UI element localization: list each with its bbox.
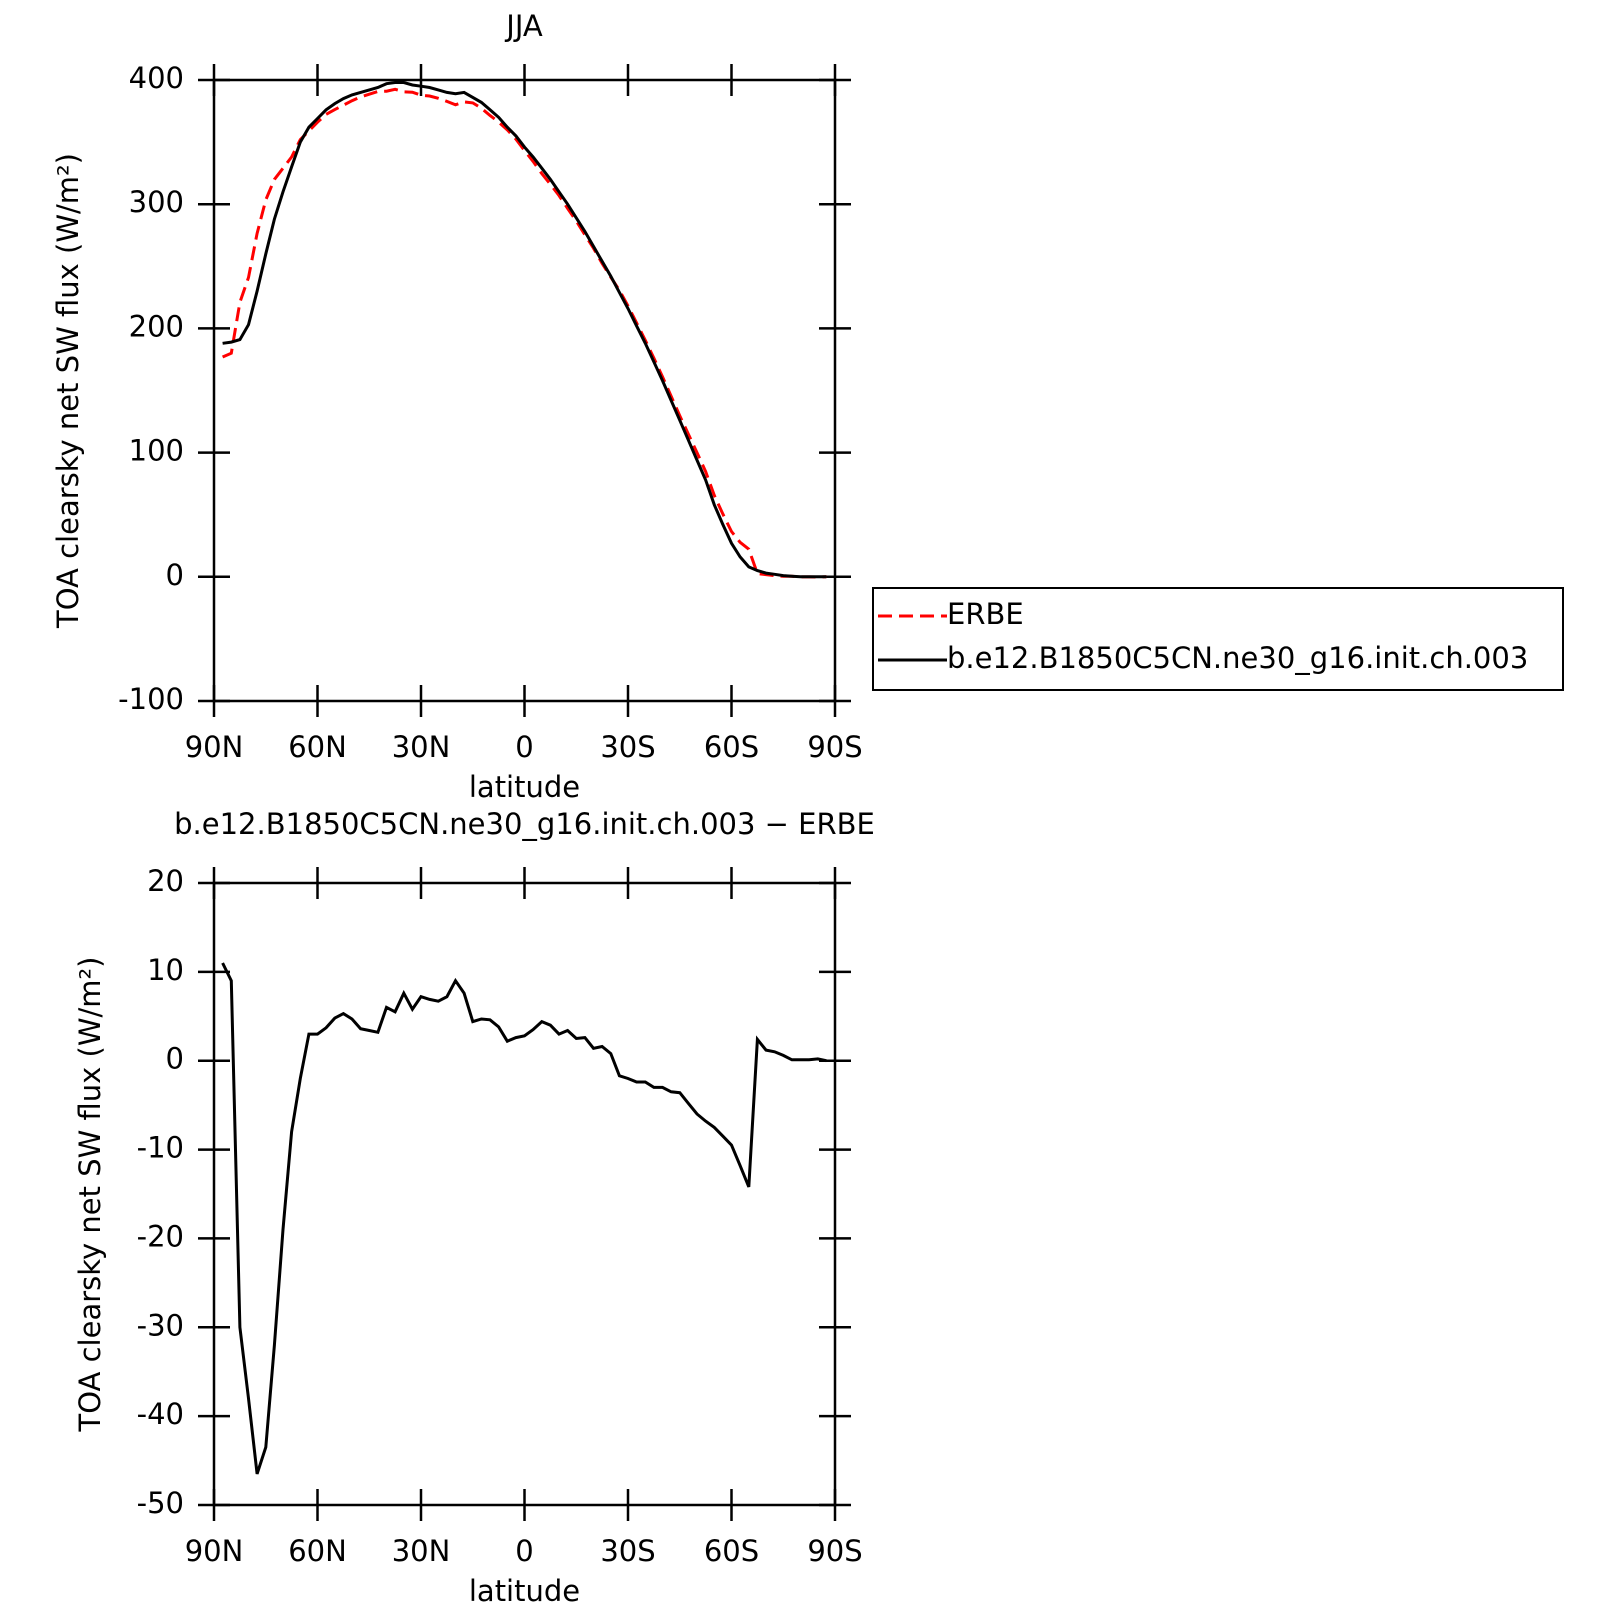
y-tick-label: 200: [129, 309, 184, 343]
y-tick-label: 300: [129, 185, 184, 219]
x-tick-label: 90N: [185, 730, 244, 764]
y-tick-label: -100: [118, 682, 184, 716]
data-line: [222, 81, 827, 579]
y-tick-label: -50: [137, 1486, 184, 1520]
x-tick-label: 30S: [600, 1534, 655, 1568]
y-tick-label: 20: [147, 864, 184, 898]
y-tick-label: 10: [147, 953, 184, 987]
plot-frame: [212, 78, 837, 703]
legend-label: b.e12.B1850C5CN.ne30_g16.init.ch.003: [947, 641, 1528, 675]
x-tick-label: 60N: [288, 1534, 347, 1568]
data-line: [221, 962, 827, 1475]
x-tick-label: 60S: [704, 730, 759, 764]
x-axis-label: latitude: [469, 1574, 580, 1608]
y-axis-label: TOA clearsky net SW flux (W/m²): [73, 957, 107, 1433]
y-tick-label: -20: [137, 1219, 184, 1253]
data-line: [221, 87, 827, 579]
x-tick-label: 0: [515, 1534, 533, 1568]
plot-frame: [212, 881, 837, 1507]
x-tick-label: 90N: [185, 1534, 244, 1568]
legend-label: ERBE: [947, 597, 1024, 631]
y-axis-label: TOA clearsky net SW flux (W/m²): [51, 153, 85, 629]
x-tick-label: 30N: [392, 1534, 451, 1568]
chart-title: b.e12.B1850C5CN.ne30_g16.init.ch.003 − E…: [174, 807, 875, 841]
x-tick-label: 60S: [704, 1534, 759, 1568]
y-tick-label: -10: [137, 1131, 184, 1165]
x-axis-label: latitude: [469, 770, 580, 804]
y-tick-label: 100: [129, 434, 184, 468]
x-tick-label: 90S: [807, 730, 862, 764]
y-tick-label: 0: [166, 1042, 184, 1076]
x-tick-label: 0: [515, 730, 533, 764]
x-tick-label: 30S: [600, 730, 655, 764]
y-tick-label: 0: [166, 558, 184, 592]
chart-title: JJA: [504, 9, 543, 43]
y-tick-label: -40: [137, 1397, 184, 1431]
x-tick-label: 90S: [807, 1534, 862, 1568]
x-tick-label: 60N: [288, 730, 347, 764]
y-tick-label: -30: [137, 1308, 184, 1342]
y-tick-label: 400: [129, 61, 184, 95]
legend-box: [872, 587, 1564, 691]
x-tick-label: 30N: [392, 730, 451, 764]
